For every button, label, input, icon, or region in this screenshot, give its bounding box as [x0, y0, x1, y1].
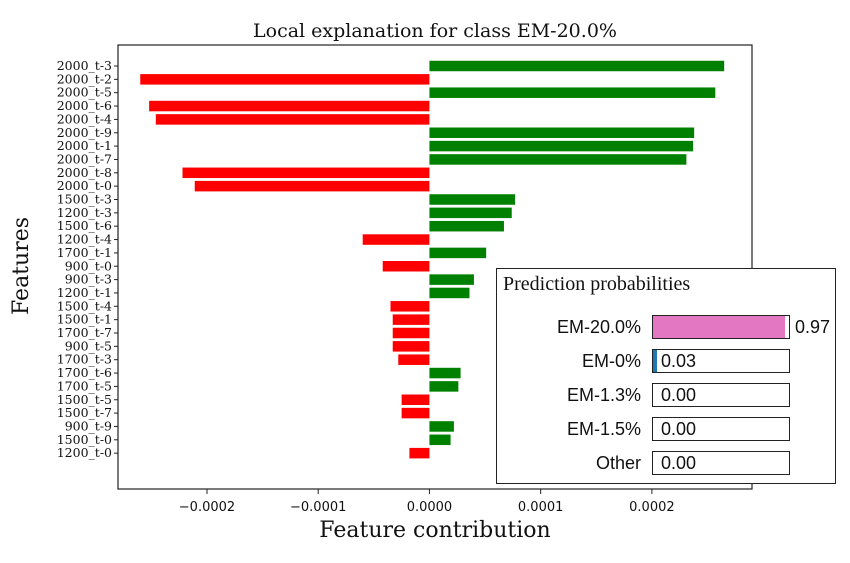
bar-1200_t-0	[409, 447, 430, 459]
bar-900_t-5	[392, 341, 430, 352]
bar-1200_t-4	[362, 234, 430, 245]
probability-value: 0.00	[661, 453, 697, 473]
y-tick-labels: 2000_t-32000_t-22000_t-52000_t-62000_t-4…	[57, 58, 118, 460]
y-tick-label: 1500_t-4	[57, 298, 112, 313]
bar-2000_t-8	[182, 167, 430, 179]
y-tick-label: 2000_t-6	[57, 98, 112, 113]
probability-value: 0.00	[661, 385, 697, 405]
probability-bar: 0.00	[652, 417, 790, 441]
probability-row: EM-1.3% 0.00	[497, 383, 837, 409]
y-tick-label: 1500_t-0	[57, 432, 112, 447]
probability-class-label: EM-1.5%	[566, 419, 641, 439]
bar-900_t-9	[429, 421, 454, 432]
probability-bar: 0.00	[652, 383, 790, 407]
bar-1500_t-7	[401, 407, 430, 419]
y-tick-label: 900_t-3	[65, 272, 112, 287]
bar-1500_t-4	[390, 301, 430, 312]
y-tick-label: 2000_t-1	[57, 138, 112, 153]
y-tick-label: 1200_t-4	[57, 232, 112, 247]
y-tick-label: 2000_t-4	[57, 111, 112, 126]
y-tick-label: 900_t-0	[65, 258, 112, 273]
x-tick-label: −0.0001	[290, 500, 346, 515]
y-tick-label: 1200_t-1	[57, 285, 112, 300]
x-axis-label: Feature contribution	[319, 518, 550, 543]
y-tick-label: 1200_t-3	[57, 205, 112, 220]
probability-class-label: EM-20.0%	[556, 317, 641, 337]
y-tick-label: 1700_t-3	[57, 352, 112, 367]
y-tick-label: 2000_t-7	[57, 151, 112, 166]
bar-2000_t-2	[140, 74, 430, 85]
bar-2000_t-4	[155, 114, 430, 125]
bar-2000_t-7	[429, 154, 687, 165]
probability-row: EM-0% 0.03	[497, 349, 837, 375]
y-tick-label: 2000_t-8	[57, 165, 112, 180]
probability-bar: 0.00	[652, 451, 790, 475]
x-tick-label: 0.0002	[629, 500, 675, 515]
bar-1500_t-3	[429, 194, 516, 205]
y-tick-label: 1500_t-5	[57, 392, 112, 407]
bar-1500_t-0	[429, 434, 451, 446]
probability-class-label: EM-1.3%	[566, 385, 641, 405]
probability-bar	[652, 315, 790, 339]
bar-2000_t-0	[194, 180, 430, 192]
x-ticks: −0.0002 −0.0001 0.0000 0.0001 0.0002	[179, 489, 675, 515]
y-tick-label: 1700_t-1	[57, 245, 112, 260]
y-tick-label: 1500_t-6	[57, 218, 112, 233]
x-tick-label: 0.0000	[407, 500, 453, 515]
y-tick-label: 1200_t-0	[57, 445, 112, 460]
probability-row: EM-1.5% 0.00	[497, 417, 837, 443]
y-tick-label: 1700_t-5	[57, 378, 112, 393]
y-tick-label: 900_t-9	[65, 418, 112, 433]
y-tick-label: 1700_t-7	[57, 325, 112, 340]
bar-2000_t-3	[429, 60, 725, 72]
bar-2000_t-5	[429, 87, 716, 98]
probability-bar: 0.03	[652, 349, 790, 373]
y-tick-label: 1500_t-3	[57, 192, 112, 207]
y-tick-label: 2000_t-5	[57, 85, 112, 100]
bar-1500_t-5	[401, 394, 430, 405]
bar-1500_t-6	[429, 220, 504, 232]
bar-900_t-3	[429, 274, 474, 285]
probability-class-label: EM-0%	[581, 351, 641, 371]
bar-900_t-0	[382, 261, 430, 272]
x-tick-label: 0.0001	[518, 500, 564, 515]
chart-title: Local explanation for class EM-20.0%	[253, 20, 617, 42]
probability-value: 0.03	[661, 351, 697, 371]
bar-1500_t-1	[392, 314, 430, 325]
y-tick-label: 2000_t-9	[57, 125, 112, 140]
bars-layer	[140, 60, 725, 459]
probability-class-label: Other	[595, 453, 641, 473]
bar-1700_t-3	[398, 354, 430, 365]
y-tick-label: 900_t-5	[65, 338, 112, 353]
bar-1700_t-6	[429, 367, 461, 379]
bar-1700_t-1	[429, 247, 487, 259]
prediction-probabilities-panel: Prediction probabilities EM-20.0% 0.97 EM-…	[496, 268, 836, 484]
bar-2000_t-1	[429, 140, 694, 152]
probability-row: EM-20.0% 0.97	[497, 315, 837, 341]
bar-2000_t-9	[429, 127, 695, 138]
y-tick-label: 2000_t-3	[57, 58, 112, 73]
y-tick-label: 1700_t-6	[57, 365, 112, 380]
bar-1200_t-1	[429, 287, 470, 299]
y-tick-label: 2000_t-0	[57, 178, 112, 193]
y-tick-label: 1500_t-7	[57, 405, 112, 420]
y-tick-label: 1500_t-1	[57, 312, 112, 327]
y-tick-label: 2000_t-2	[57, 71, 112, 86]
bar-1700_t-5	[429, 381, 459, 392]
prediction-probabilities-title: Prediction probabilities	[503, 273, 691, 295]
bar-1200_t-3	[429, 207, 512, 219]
probability-row: Other 0.00	[497, 451, 837, 477]
bar-1700_t-7	[392, 327, 430, 339]
bar-2000_t-6	[149, 100, 430, 112]
x-tick-label: −0.0002	[179, 500, 235, 515]
probability-value: 0.00	[661, 419, 697, 439]
plot-area	[117, 44, 753, 490]
probability-bar-fill	[653, 350, 657, 372]
probability-value: 0.97	[795, 317, 831, 337]
probability-bar-fill	[653, 316, 785, 338]
y-axis-label: Features	[9, 217, 34, 315]
